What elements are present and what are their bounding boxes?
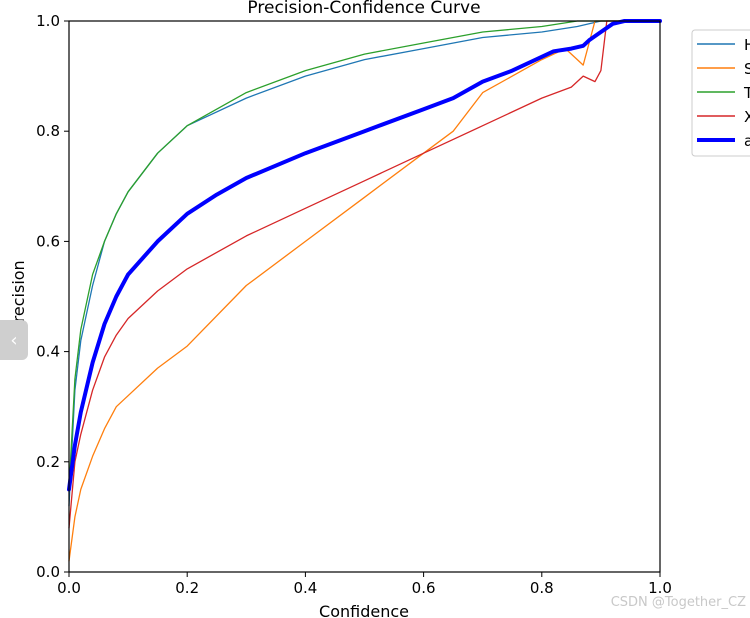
y-tick-label: 0.8 [36,122,60,140]
x-axis: 0.0 0.2 0.4 0.6 0.8 1.0 [57,572,672,597]
y-tick-label: 0.0 [36,563,60,581]
legend-label: H [744,36,750,54]
y-axis-label: Precision [9,260,28,331]
x-tick-label: 0.4 [293,579,317,597]
x-tick-label: 0.8 [530,579,554,597]
side-collapse-tab[interactable]: ‹ [0,320,28,360]
y-axis: 0.0 0.2 0.4 0.6 0.8 1.0 [36,12,69,581]
watermark: CSDN @Together_CZ [610,595,746,610]
legend-label: a [744,132,750,150]
series-line-H [68,20,661,507]
series-line-T [68,20,661,491]
axes-frame [68,20,661,573]
series-line-S [68,20,661,562]
x-tick-label: 1.0 [648,579,672,597]
legend-label: S [744,60,750,78]
legend-label: X [744,108,750,126]
series-line-a [67,19,662,492]
x-tick-label: 0.0 [57,579,81,597]
plot-area [67,19,662,562]
chevron-left-icon: ‹ [10,329,18,351]
y-tick-label: 0.2 [36,453,60,471]
chart-title: Precision-Confidence Curve [247,0,480,18]
x-axis-label: Confidence [319,602,409,618]
series-line-X [68,20,661,529]
legend-box [691,29,750,157]
x-tick-label: 0.2 [175,579,199,597]
y-tick-label: 1.0 [36,12,60,30]
y-tick-label: 0.4 [36,343,60,361]
x-tick-label: 0.6 [412,579,436,597]
y-tick-label: 0.6 [36,232,60,250]
legend-label: T [743,84,750,102]
